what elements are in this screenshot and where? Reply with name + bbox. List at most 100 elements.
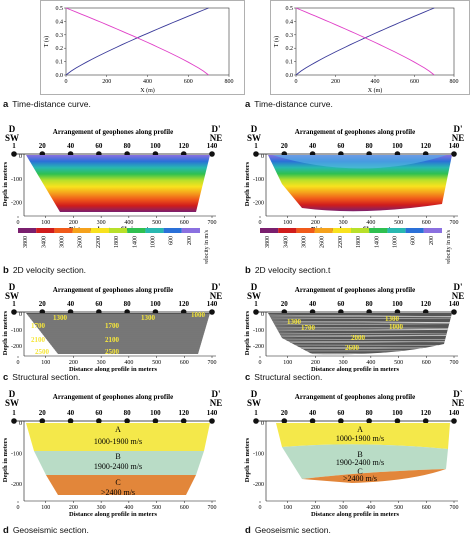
scale-swatch [163,228,182,233]
distance-tick-label: 500 [394,505,403,511]
profile-start-label: D [9,282,16,292]
y-tick-label: 0.2 [56,46,64,52]
distance-tick-label: 600 [180,220,189,226]
scale-label: 2600 [320,236,326,248]
scale-swatch [181,228,200,233]
caption-letter: d [245,525,251,536]
scale-swatch [405,228,424,233]
scale-swatch [369,228,388,233]
geophone-header: Arrangement of geophones along profile [53,393,173,401]
x-tick-label: 0 [65,79,68,85]
profile-start-direction: SW [5,291,19,301]
scale-swatch [145,228,164,233]
geophone-header: Arrangement of geophones along profile [53,128,173,136]
depth-tick-label: -200 [11,344,22,350]
depth-tick-label: 0 [261,421,264,427]
distance-axis-label: Distance along profile in meters [311,366,399,372]
distance-axis-label: Distance along profile in meters [69,511,157,518]
scale-label: 1400 [132,236,138,248]
velocity-contour-label: 1300 [53,314,68,322]
scale-swatch [109,228,128,233]
geophone-number: 40 [67,300,75,308]
reflector-line [268,316,452,318]
depth-tick-label: 0 [261,154,264,160]
geoseismic-layer [46,475,196,495]
x-axis-label: X (m) [140,87,155,94]
left-caption-b: b 2D velocity section. [3,265,86,276]
caption-text: Structural section. [12,372,81,382]
depth-tick-label: -100 [11,328,22,334]
left-caption-d: d Geoseismic section. [3,525,89,536]
depth-axis-label: Depth in meters [244,437,251,482]
geophone-header: Arrangement of geophones along profile [53,286,173,294]
distance-tick-label: 300 [97,360,106,366]
distance-tick-label: 200 [311,505,320,511]
distance-tick-label: 500 [152,360,161,366]
scale-label: 600 [169,236,175,245]
distance-tick-label: 200 [69,505,78,511]
distance-axis-label: Distance along profile in meters [311,511,399,518]
depth-tick-label: -200 [11,482,22,488]
geophone-number: 1 [12,300,16,308]
scale-label: 3800 [23,236,29,248]
geophone-number: 60 [95,142,103,150]
profile-start-label: D [9,124,16,134]
velocity-contour-label: 1300 [141,314,156,322]
reflector-line [268,353,452,355]
geoseismic-layer [34,451,204,475]
geophone-number: 20 [39,300,47,308]
depth-tick-label: 0 [19,421,22,427]
depth-tick-label: -100 [253,177,264,183]
x-tick-label: 200 [331,79,340,85]
geophone-number: 60 [95,409,103,417]
scale-label: 1000 [393,236,399,248]
velocity-fill [268,155,452,212]
scale-label: 2600 [78,236,84,248]
caption-text: 2D velocity section.t [254,265,331,275]
right-caption-b: b 2D velocity section.t [245,265,330,276]
distance-tick-label: 0 [17,505,20,511]
right-caption-c: c Structural section. [245,372,322,383]
geophone-number: 40 [309,142,317,150]
scale-label: 1400 [374,236,380,248]
scale-label: 3000 [60,236,66,248]
x-axis-label: X (m) [368,87,383,94]
distance-tick-label: 700 [450,360,459,366]
layer-velocity: 1900-2400 m/s [94,462,142,471]
distance-tick-label: 700 [450,220,459,226]
distance-axis-label: Distance along profile in meters [69,366,157,372]
reflector-line [268,326,452,329]
geophone-number: 140 [207,300,218,308]
geophone-number: 80 [366,409,374,417]
geophone-number: 120 [178,409,189,417]
geophone-number: 80 [124,300,132,308]
geophone-number: 80 [124,409,132,417]
geophone-number: 80 [366,142,374,150]
y-tick-label: 0.5 [56,6,64,12]
geoseismic-layer [26,423,210,451]
shallow-low-velocity-zone [272,155,447,169]
geophone-marker [253,309,259,315]
geophone-number: 100 [392,300,403,308]
distance-tick-label: 700 [208,360,217,366]
distance-tick-label: 600 [422,220,431,226]
distance-tick-label: 100 [283,220,292,226]
scale-swatch [296,228,315,233]
y-tick-label: 0.1 [286,60,294,66]
profile-end-direction: NE [452,291,465,301]
geophone-marker [253,418,259,424]
distance-tick-label: 400 [366,505,375,511]
scale-swatch [54,228,73,233]
y-tick-label: 0.4 [56,19,64,25]
scale-label: 1800 [356,236,362,248]
caption-letter: b [245,265,251,276]
depth-tick-label: -200 [11,200,22,206]
geophone-number: 40 [67,142,75,150]
right-structural-section: DSW D'NE Arrangement of geophones along pr… [244,282,465,373]
scale-swatch [351,228,370,233]
right-velocity-panel: D SW D' NE Arrangement of geophones along pr… [242,124,474,266]
geophone-number: 40 [309,409,317,417]
caption-letter: b [3,265,9,276]
distance-tick-label: 200 [69,360,78,366]
y-tick-label: 0.1 [56,60,64,66]
